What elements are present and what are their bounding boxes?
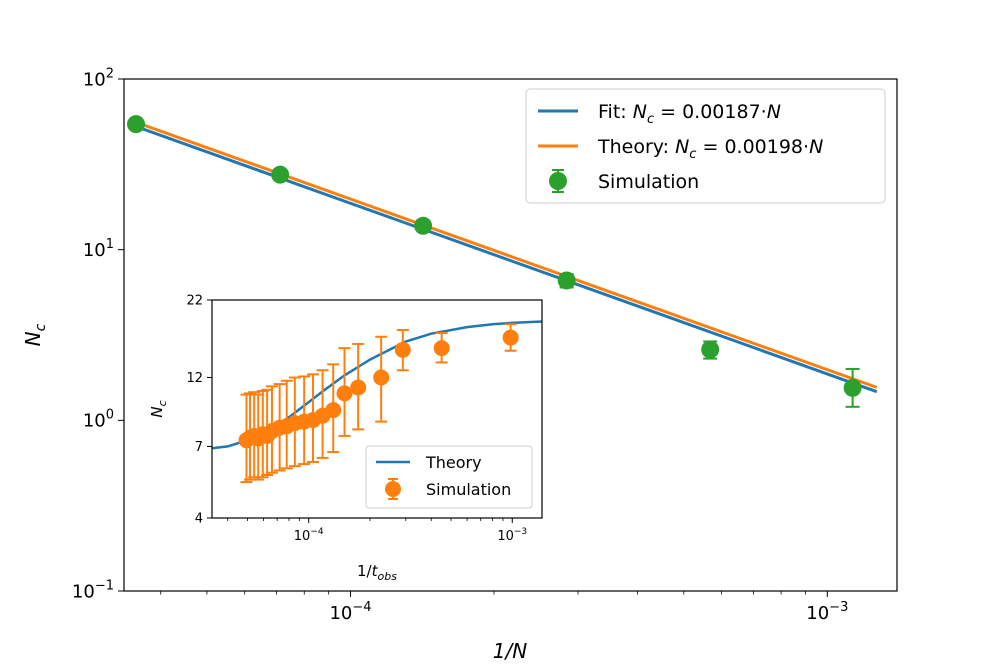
- inset-legend-theory-label: Theory: [425, 453, 482, 472]
- main-y-tick-label: 100: [83, 408, 114, 432]
- legend-fit-label: Fit: Nc = 0.00187·N: [598, 101, 781, 127]
- inset-y-tick-label: 22: [186, 294, 203, 309]
- main-legend-frame: [525, 88, 886, 204]
- main-fit-line: [135, 125, 878, 394]
- inset-y-tick-label: 12: [186, 371, 203, 386]
- inset-legend: Theory Simulation: [365, 445, 533, 509]
- inset-simulation-point: [336, 347, 353, 437]
- legend-simulation-label: Simulation: [598, 171, 699, 193]
- inset-simulation-point: [350, 342, 367, 431]
- main-simulation-point: [557, 271, 576, 290]
- inset-simulation-point: [325, 363, 342, 454]
- inset-simulation-point: [394, 328, 411, 372]
- main-y-axis-label: Nc: [21, 323, 49, 346]
- main-x-tick-label: 10−4: [329, 600, 371, 624]
- legend-simulation-swatch: [549, 169, 567, 193]
- main-x-tick-label: 10−3: [806, 600, 848, 624]
- main-y-axis-label-sub: c: [33, 323, 49, 331]
- main-x-axis-label: 1/N: [493, 639, 527, 663]
- main-simulation-point: [127, 115, 146, 134]
- inset-x-tick-label: 10−4: [294, 527, 324, 544]
- main-simulation-point: [271, 165, 290, 184]
- inset-plot: 10−4 10−3 4 7 12 22 1/tobs Nc Theory Simulati…: [148, 294, 543, 583]
- main-y-tick-label: 102: [83, 66, 114, 90]
- inset-x-axis-label: 1/tobs: [357, 562, 397, 583]
- main-simulation-point: [843, 367, 862, 408]
- legend-theory-label: Theory: Nc = 0.00198·N: [597, 136, 823, 162]
- inset-x-tick-label: 10−3: [497, 527, 527, 544]
- svg-text:Nc: Nc: [21, 323, 49, 346]
- main-y-axis-label-main: N: [21, 331, 45, 346]
- main-simulation-point: [701, 340, 720, 360]
- inset-legend-simulation-label: Simulation: [426, 480, 511, 499]
- inset-y-tick-label: 4: [195, 512, 203, 527]
- inset-simulation-point: [433, 331, 450, 364]
- main-theory-line: [135, 120, 878, 389]
- inset-plot-frame: [211, 299, 543, 519]
- svg-text:Nc: Nc: [148, 400, 169, 417]
- main-simulation-point: [414, 216, 433, 235]
- main-legend: Fit: Nc = 0.00187·N Theory: Nc = 0.00198…: [525, 88, 886, 204]
- inset-legend-simulation-swatch: [385, 478, 401, 500]
- inset-simulation-point: [502, 323, 519, 352]
- main-y-tick-label: 101: [83, 237, 114, 261]
- main-y-tick-label: 10−1: [72, 578, 114, 602]
- main-plot: 10−4 10−3 10−1 100 101 102 1/N Nc Fit: Nc = 0…: [21, 66, 898, 663]
- main-plot-frame: [123, 78, 898, 592]
- inset-simulation-point: [373, 335, 390, 423]
- inset-y-axis-label: Nc: [148, 400, 169, 417]
- inset-y-tick-label: 7: [195, 440, 203, 455]
